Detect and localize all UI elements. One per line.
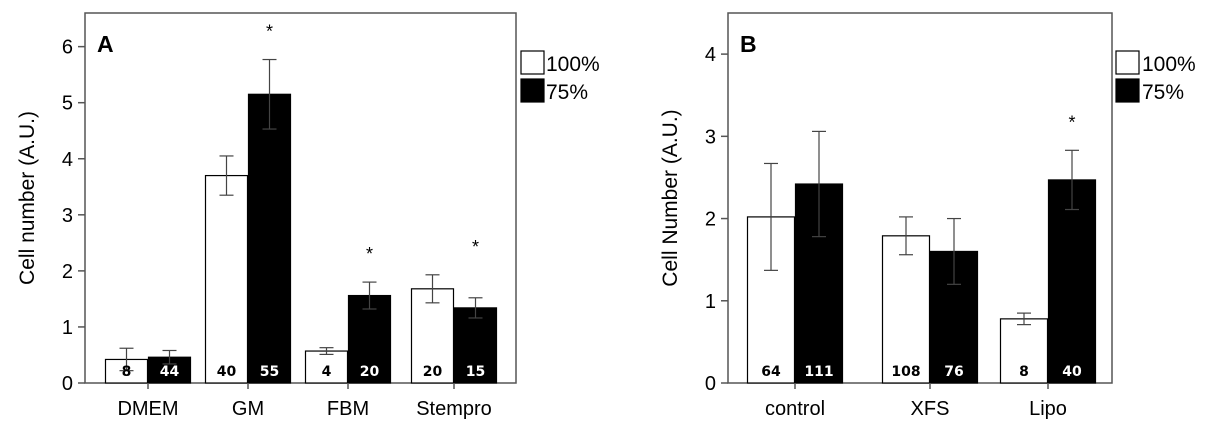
category-labels: control XFS Lipo	[765, 383, 1067, 420]
y-tick-label: 0	[62, 373, 73, 395]
panel-b: B Cell Number (A.U.) 0 1 2 3 4 64 111 108 76 8 40…	[659, 12, 1196, 420]
count-label: 8	[122, 364, 132, 380]
significance-mark: *	[1068, 112, 1075, 132]
y-axis-ticks: 0 1 2 3 4	[705, 44, 728, 395]
legend-label-75: 75%	[1142, 81, 1184, 104]
bars: 8 44 40 55 * 4 20 * 20 15 *	[104, 22, 498, 384]
y-tick-label: 5	[62, 93, 73, 115]
legend-swatch-75	[520, 78, 545, 103]
count-label: 20	[423, 364, 443, 380]
count-label: 40	[217, 364, 237, 380]
x-category-label: DMEM	[117, 398, 178, 420]
y-tick-label: 6	[62, 37, 73, 59]
count-label: 44	[160, 364, 180, 380]
y-tick-label: 4	[705, 44, 716, 66]
x-category-label: GM	[232, 398, 264, 420]
count-label: 20	[360, 364, 380, 380]
legend: 100% 75%	[1115, 50, 1196, 104]
bar	[204, 174, 249, 384]
category-labels: DMEM GM FBM Stempro	[117, 383, 492, 420]
y-tick-label: 4	[62, 149, 73, 171]
x-category-label: FBM	[327, 398, 369, 420]
count-label: 108	[891, 364, 920, 380]
legend-label-100: 100%	[546, 53, 600, 76]
bar	[453, 307, 498, 384]
y-axis-title: Cell Number (A.U.)	[659, 109, 682, 286]
bar	[999, 318, 1049, 384]
count-label: 8	[1019, 364, 1029, 380]
legend-swatch-100	[520, 50, 545, 75]
bar	[247, 93, 292, 384]
x-category-label: Lipo	[1029, 398, 1067, 420]
bars: 64 111 108 76 8 40 *	[746, 112, 1097, 384]
count-label: 55	[260, 364, 279, 380]
x-category-label: control	[765, 398, 825, 420]
legend: 100% 75%	[520, 50, 600, 104]
panel-letter: B	[740, 31, 757, 57]
legend-label-75: 75%	[546, 81, 588, 104]
y-tick-label: 3	[62, 205, 73, 227]
panel-letter: A	[97, 31, 114, 57]
bar	[304, 350, 349, 384]
legend-swatch-75	[1115, 78, 1140, 103]
y-axis-ticks: 0 1 2 3 4 5 6	[62, 37, 85, 395]
count-label: 15	[466, 364, 485, 380]
significance-mark: *	[366, 244, 373, 264]
panel-a: A Cell number (A.U.) 0 1 2 3 4 5 6 8 44 40 55 * 4 20…	[16, 12, 600, 420]
y-tick-label: 3	[705, 126, 716, 148]
count-label: 111	[804, 364, 833, 380]
significance-mark: *	[266, 22, 273, 42]
x-category-label: XFS	[911, 398, 950, 420]
legend-swatch-100	[1115, 50, 1140, 75]
plot-frame	[84, 12, 517, 384]
y-tick-label: 1	[62, 317, 73, 339]
x-category-label: Stempro	[416, 398, 492, 420]
y-axis-title: Cell number (A.U.)	[16, 111, 39, 285]
count-label: 4	[322, 364, 332, 380]
y-tick-label: 2	[62, 261, 73, 283]
bar	[881, 235, 931, 384]
bar	[410, 288, 455, 384]
significance-mark: *	[472, 237, 479, 257]
y-tick-label: 1	[705, 291, 716, 313]
count-label: 40	[1062, 364, 1082, 380]
count-label: 76	[944, 364, 963, 380]
legend-label-100: 100%	[1142, 53, 1196, 76]
y-tick-label: 2	[705, 209, 716, 231]
bar	[1047, 179, 1097, 384]
y-tick-label: 0	[705, 373, 716, 395]
count-label: 64	[761, 364, 781, 380]
